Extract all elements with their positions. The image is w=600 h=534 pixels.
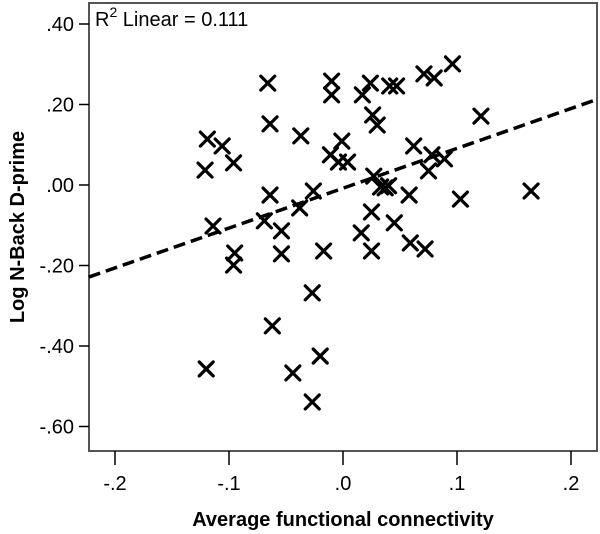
x-marker-icon bbox=[197, 360, 215, 378]
x-axis-title: Average functional connectivity bbox=[192, 509, 494, 531]
y-tick-label: -.20 bbox=[40, 256, 74, 278]
x-marker-icon bbox=[361, 74, 379, 92]
x-marker-icon bbox=[472, 107, 490, 125]
y-tick-label: .20 bbox=[46, 95, 74, 117]
x-marker-icon bbox=[451, 190, 470, 208]
x-marker-icon bbox=[261, 186, 279, 204]
x-marker-icon bbox=[362, 203, 381, 221]
y-tick-label: .00 bbox=[46, 175, 74, 197]
x-marker-icon bbox=[387, 77, 406, 95]
x-tick-label: .0 bbox=[335, 473, 352, 495]
x-marker-icon bbox=[315, 242, 333, 260]
x-axis: -.2 -.1 .0 .1 .2 bbox=[103, 451, 579, 495]
x-marker-icon bbox=[224, 154, 243, 172]
x-marker-icon bbox=[338, 153, 357, 171]
x-tick-label: -.1 bbox=[217, 473, 240, 495]
y-axis-title: Log N-Back D-prime bbox=[7, 131, 29, 323]
x-marker-icon bbox=[443, 55, 462, 73]
x-marker-icon bbox=[419, 162, 438, 180]
x-tick-label: .2 bbox=[563, 473, 580, 495]
y-tick-label: .40 bbox=[46, 14, 74, 36]
x-marker-icon bbox=[323, 72, 341, 90]
x-marker-icon bbox=[381, 77, 399, 95]
x-marker-icon bbox=[362, 242, 381, 260]
x-marker-icon bbox=[272, 245, 291, 263]
x-marker-icon bbox=[261, 115, 279, 133]
plot-frame bbox=[88, 2, 598, 452]
x-marker-icon bbox=[213, 137, 231, 155]
x-marker-icon bbox=[380, 177, 398, 195]
x-marker-icon bbox=[364, 106, 382, 124]
x-marker-icon bbox=[196, 161, 214, 179]
x-marker-icon bbox=[303, 393, 321, 411]
x-marker-icon bbox=[352, 224, 370, 242]
x-marker-icon bbox=[304, 182, 322, 200]
x-marker-icon bbox=[368, 116, 386, 134]
x-marker-icon bbox=[400, 186, 418, 204]
x-marker-icon bbox=[401, 234, 419, 252]
data-points bbox=[196, 55, 540, 411]
x-marker-icon bbox=[198, 130, 216, 148]
x-marker-icon bbox=[415, 65, 433, 83]
y-tick-label: -.60 bbox=[40, 417, 74, 439]
x-marker-icon bbox=[416, 240, 434, 258]
x-tick-label: -.2 bbox=[103, 473, 126, 495]
x-marker-icon bbox=[435, 150, 454, 168]
x-marker-icon bbox=[291, 199, 309, 217]
x-marker-icon bbox=[204, 217, 222, 235]
x-marker-icon bbox=[255, 212, 273, 230]
x-marker-icon bbox=[385, 214, 403, 232]
x-marker-icon bbox=[292, 127, 310, 145]
x-marker-icon bbox=[311, 347, 329, 365]
x-marker-icon bbox=[425, 69, 443, 87]
x-marker-icon bbox=[423, 146, 441, 164]
x-tick-label: .1 bbox=[449, 473, 466, 495]
y-tick-label: -.40 bbox=[40, 336, 74, 358]
x-marker-icon bbox=[333, 132, 351, 150]
r-squared-annotation: R2 Linear = 0.111 bbox=[95, 4, 248, 31]
x-marker-icon bbox=[224, 256, 243, 274]
x-marker-icon bbox=[522, 182, 540, 200]
x-marker-icon bbox=[284, 364, 302, 382]
x-marker-icon bbox=[323, 86, 341, 104]
x-marker-icon bbox=[405, 137, 423, 155]
y-axis: .40 .20 .00 -.20 -.40 -.60 bbox=[40, 14, 89, 439]
x-marker-icon bbox=[353, 86, 371, 104]
x-marker-icon bbox=[263, 317, 281, 335]
x-marker-icon bbox=[272, 222, 291, 240]
x-marker-icon bbox=[259, 74, 277, 92]
x-marker-icon bbox=[303, 284, 321, 302]
